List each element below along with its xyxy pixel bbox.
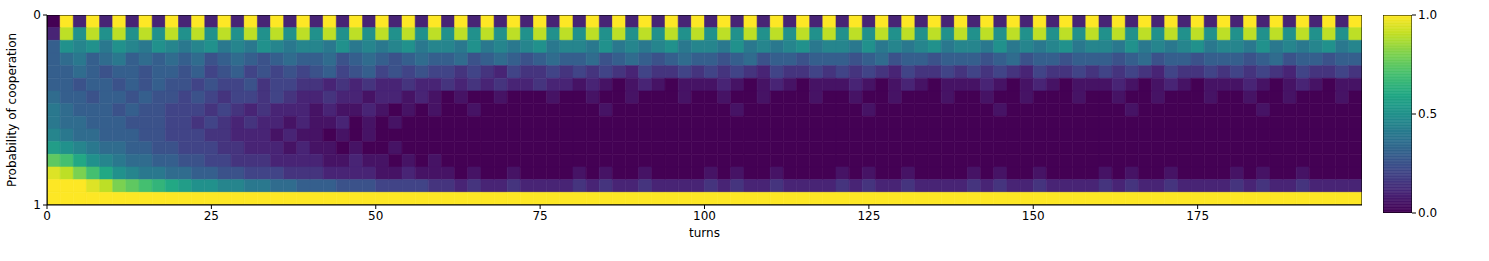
svg-text:Probability of cooperation: Probability of cooperation [8,33,19,187]
svg-text:175: 175 [1186,209,1209,223]
svg-text:1: 1 [33,198,41,212]
svg-text:0.5: 0.5 [1418,107,1437,121]
svg-text:150: 150 [1022,209,1045,223]
svg-text:turns: turns [689,226,720,240]
svg-text:25: 25 [204,209,219,223]
svg-text:0: 0 [43,209,51,223]
svg-text:0.0: 0.0 [1418,206,1437,220]
svg-text:0: 0 [33,8,41,22]
svg-text:75: 75 [532,209,547,223]
svg-text:1.0: 1.0 [1418,8,1437,22]
svg-text:50: 50 [368,209,383,223]
svg-text:125: 125 [857,209,880,223]
svg-text:100: 100 [693,209,716,223]
